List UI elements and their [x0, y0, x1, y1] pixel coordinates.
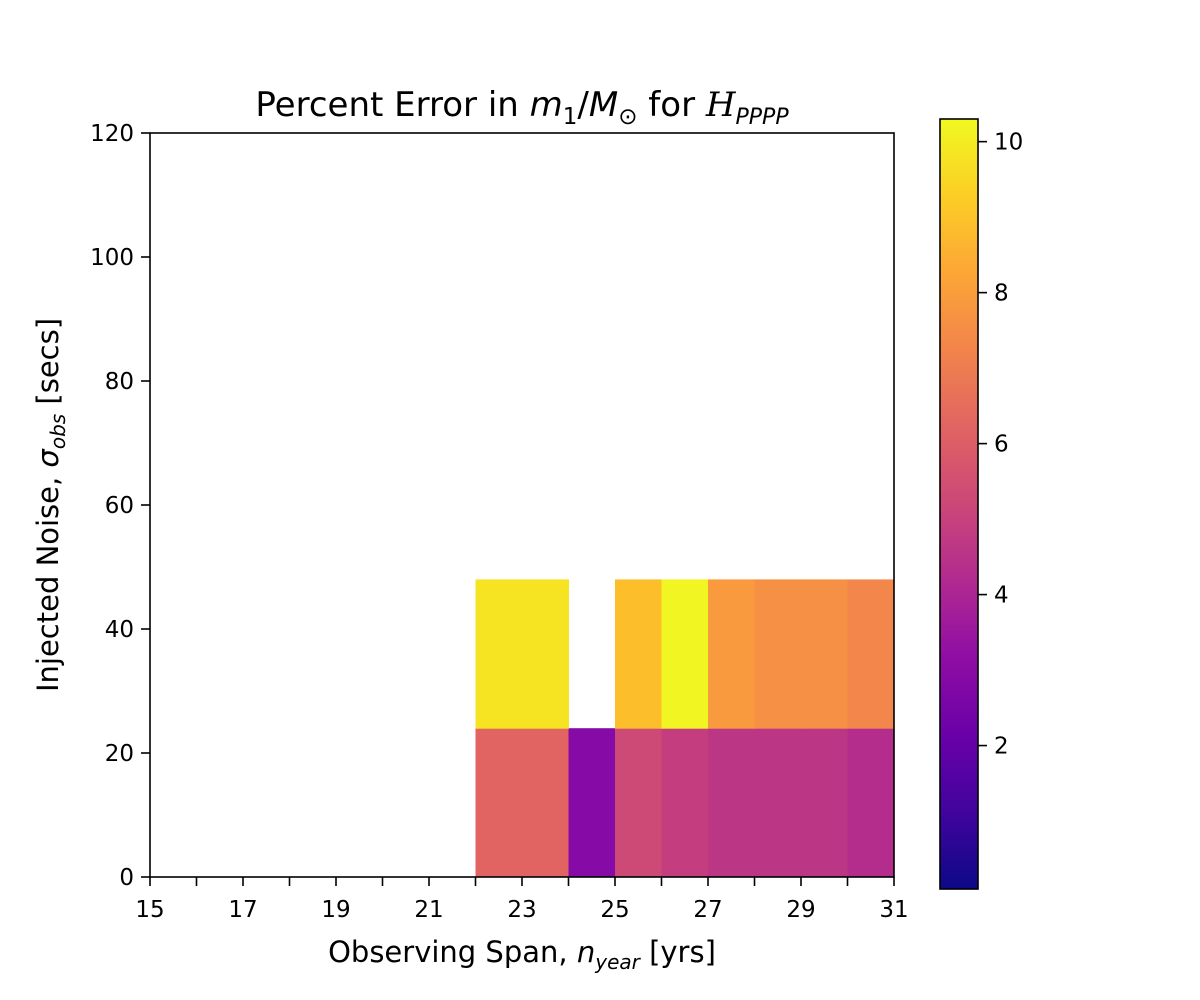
- x-tick-label: 23: [507, 897, 536, 923]
- colorbar-tick-label: 2: [994, 734, 1009, 760]
- heatmap-cell: [801, 728, 848, 878]
- x-tick-label: 17: [228, 897, 257, 923]
- y-tick-label: 60: [105, 493, 134, 519]
- x-tick-label: 29: [786, 897, 815, 923]
- x-tick-label: 15: [135, 897, 164, 923]
- x-tick-label: 21: [414, 897, 443, 923]
- heatmap-cell: [801, 579, 848, 729]
- y-tick-label: 20: [105, 741, 134, 767]
- heatmap-cell: [847, 728, 895, 878]
- x-tick-label: 31: [879, 897, 908, 923]
- x-tick-label: 19: [321, 897, 350, 923]
- colorbar-tick-label: 6: [994, 432, 1009, 458]
- y-tick-label: 100: [90, 245, 134, 271]
- heatmap-cell: [615, 579, 662, 729]
- y-axis: 0 20 40 60 80 100 120: [90, 121, 150, 891]
- y-tick-label: 120: [90, 121, 134, 147]
- colorbar-tick-label: 8: [994, 281, 1009, 307]
- heatmap-cell: [475, 579, 569, 729]
- heatmap-cell: [847, 579, 895, 729]
- heatmap-cell: [475, 728, 569, 878]
- heatmap-cell: [754, 579, 802, 729]
- heatmap-cell: [615, 728, 662, 878]
- x-tick-label: 27: [693, 897, 722, 923]
- plot-area: [475, 579, 895, 878]
- x-tick-label: 25: [600, 897, 629, 923]
- chart-title: Percent Error in m1/M⊙ for HPPPP: [255, 85, 789, 130]
- heatmap-cell: [754, 728, 802, 878]
- colorbar-axis: 2 4 6 8 10: [978, 130, 1023, 760]
- heatmap-cell: [708, 728, 755, 878]
- colorbar-tick-label: 4: [994, 583, 1009, 609]
- y-tick-label: 0: [119, 865, 134, 891]
- heatmap-cell: [661, 728, 709, 878]
- heatmap-cell: [568, 728, 616, 878]
- y-tick-label: 40: [105, 617, 134, 643]
- y-tick-label: 80: [105, 369, 134, 395]
- y-axis-label: Injected Noise, σobs [secs]: [31, 318, 70, 692]
- colorbar-tick-label: 10: [994, 130, 1023, 156]
- x-axis: 15 17 19 21 23 25 27 29 31: [135, 877, 909, 923]
- x-axis-label: Observing Span, nyear [yrs]: [328, 935, 716, 974]
- heatmap-cell: [708, 579, 755, 729]
- heatmap-cell: [661, 579, 709, 729]
- colorbar: [939, 118, 979, 890]
